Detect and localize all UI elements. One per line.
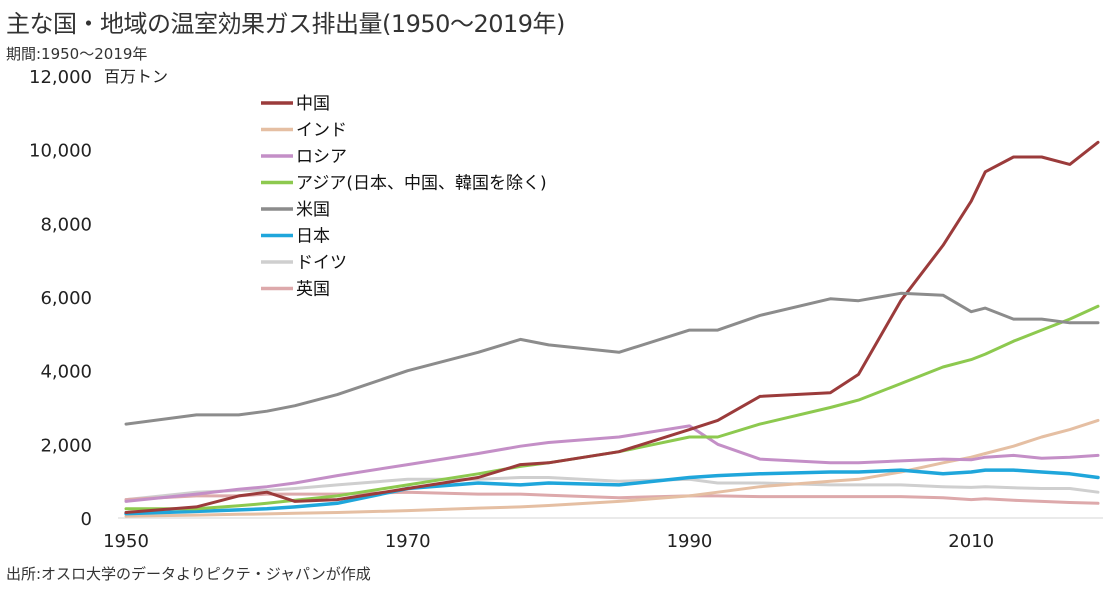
series-line [124, 468, 1100, 516]
legend-item: インド [261, 121, 347, 141]
source-note: 出所:オスロ大学のデータよりピクテ・ジャパンが作成 [6, 565, 371, 583]
y-axis-ticks: 0 2,000 4,000 6,000 8,000 10,000 12,000 [29, 67, 92, 530]
legend-item: ドイツ [261, 253, 347, 273]
period-label: 期間:1950～2019年 [6, 45, 148, 63]
series-line [124, 490, 1100, 505]
x-tick-label: 1970 [385, 531, 431, 552]
x-tick-label: 2010 [948, 531, 994, 552]
y-tick-label: 12,000 [29, 67, 92, 88]
series-lines [124, 140, 1100, 518]
legend-label: インド [296, 121, 347, 141]
legend-label: 英国 [296, 280, 330, 300]
legend-item: 英国 [261, 280, 330, 300]
legend-label: ドイツ [296, 253, 347, 273]
legend-item: 日本 [261, 227, 330, 247]
x-axis-ticks: 1950 1970 1990 2010 [103, 531, 994, 552]
legend-item: アジア(日本、中国、韓国を除く) [261, 174, 547, 194]
y-tick-label: 10,000 [29, 141, 92, 162]
series-line [124, 291, 1100, 426]
chart-title: 主な国・地域の温室効果ガス排出量(1950～2019年) [6, 10, 565, 38]
y-tick-label: 0 [81, 509, 92, 530]
series-line [124, 140, 1100, 514]
legend-item: 米国 [261, 200, 330, 220]
series-line [124, 418, 1100, 518]
legend-label: ロシア [296, 147, 347, 167]
y-tick-label: 8,000 [40, 214, 92, 235]
y-tick-label: 2,000 [40, 435, 92, 456]
y-axis-unit-label: 百万トン [104, 67, 168, 86]
series-line [124, 476, 1100, 502]
legend-item: 中国 [261, 94, 330, 114]
y-tick-label: 4,000 [40, 362, 92, 383]
y-tick-label: 6,000 [40, 288, 92, 309]
x-tick-label: 1950 [103, 531, 149, 552]
legend-label: アジア(日本、中国、韓国を除く) [296, 174, 547, 194]
series-line [124, 424, 1100, 503]
series-line [124, 304, 1100, 511]
legend-label: 中国 [296, 94, 330, 114]
legend-item: ロシア [261, 147, 347, 167]
x-tick-label: 1990 [667, 531, 713, 552]
legend-label: 米国 [296, 200, 330, 220]
legend-label: 日本 [296, 227, 330, 247]
